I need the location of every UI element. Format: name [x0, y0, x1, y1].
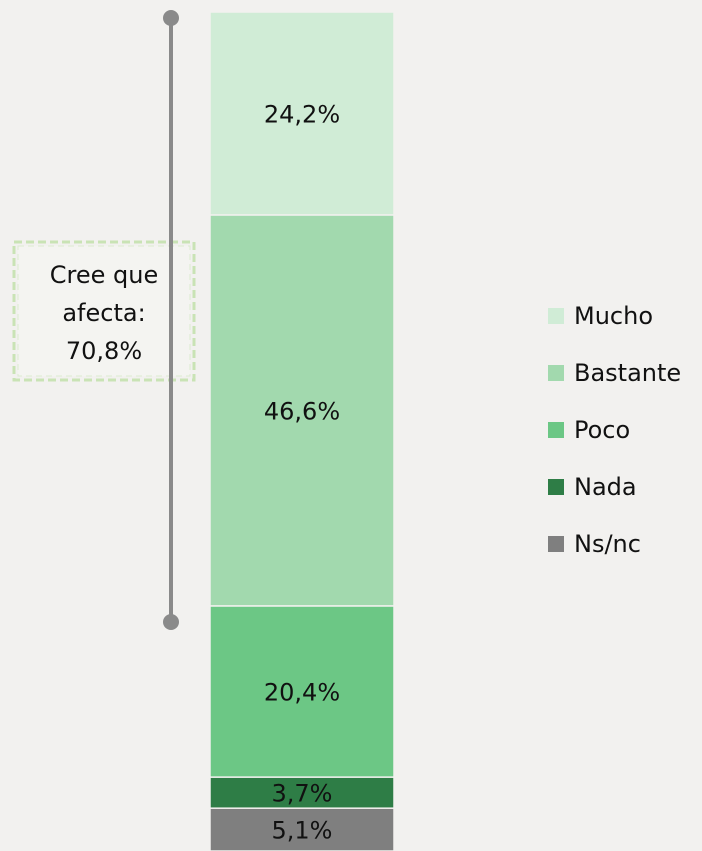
- bracket-end: [163, 10, 179, 26]
- legend-swatch: [548, 536, 564, 552]
- legend-swatch: [548, 479, 564, 495]
- bar-segment: [209, 807, 395, 851]
- data-label: 3,7%: [272, 780, 333, 808]
- data-label: 46,6%: [264, 398, 340, 426]
- data-label: 5,1%: [272, 817, 333, 845]
- legend-swatch: [548, 308, 564, 324]
- bar-segment: [209, 214, 395, 607]
- legend-swatch: [548, 422, 564, 438]
- bar-segment: [209, 605, 395, 778]
- legend-swatch: [548, 365, 564, 381]
- annotation-text: Cree que: [50, 261, 158, 289]
- legend-label: Mucho: [574, 302, 653, 330]
- bar-segment: [209, 11, 395, 216]
- legend-label: Ns/nc: [574, 530, 641, 558]
- annotation-text: afecta:: [62, 299, 145, 327]
- annotation-text: 70,8%: [66, 337, 142, 365]
- annotation-box: [12, 240, 196, 382]
- legend-label: Nada: [574, 473, 637, 501]
- legend-label: Poco: [574, 416, 630, 444]
- data-label: 24,2%: [264, 101, 340, 129]
- annotation-box-inner: [17, 245, 191, 377]
- bracket-end: [163, 614, 179, 631]
- data-label: 20,4%: [264, 679, 340, 707]
- legend-label: Bastante: [574, 359, 681, 387]
